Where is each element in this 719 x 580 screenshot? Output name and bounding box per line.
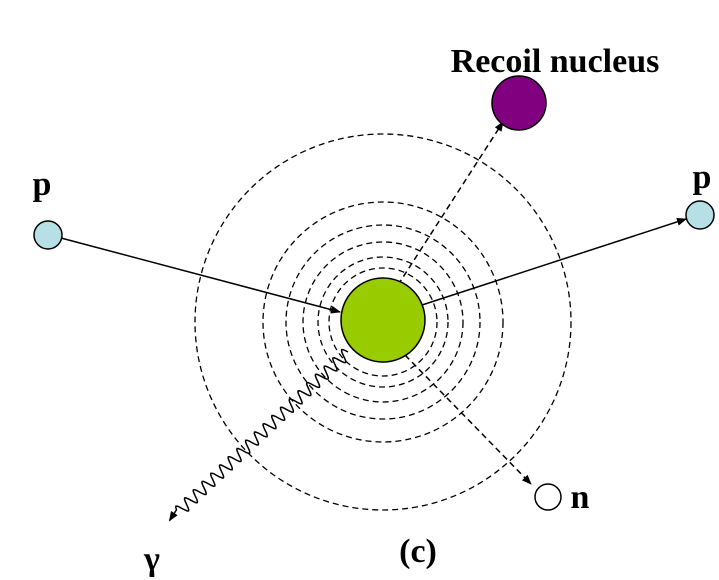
neutron-path	[405, 355, 531, 484]
neutron-label: n	[571, 479, 590, 516]
panel-label: (c)	[399, 533, 437, 570]
proton-out	[686, 201, 714, 229]
gamma-label: γ	[143, 541, 160, 578]
gamma-ray	[170, 350, 349, 521]
recoil-label: Recoil nucleus	[451, 43, 660, 80]
proton-in	[34, 221, 62, 249]
neutron	[535, 484, 561, 510]
diagram: Recoil nucleus p p n γ (c)	[0, 0, 719, 580]
proton-out-label: p	[693, 159, 712, 196]
proton-in-label: p	[33, 166, 52, 203]
recoil-nucleus	[492, 76, 546, 130]
target-nucleus	[341, 278, 425, 362]
